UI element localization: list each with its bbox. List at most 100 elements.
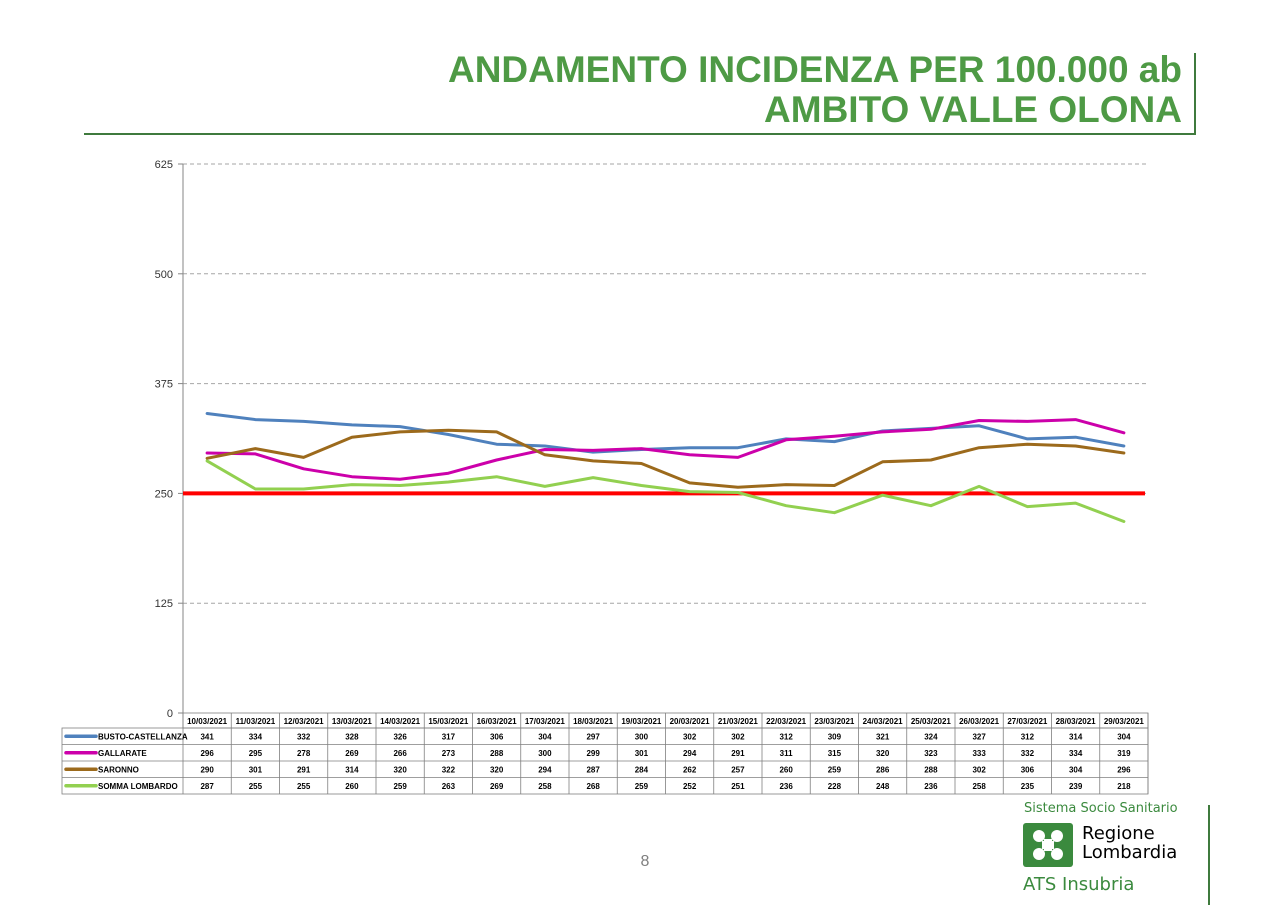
table-value-cell: 315 (828, 749, 842, 758)
table-date-label: 20/03/2021 (670, 717, 711, 726)
chart-gridlines (183, 163, 1148, 604)
series-line-gallarate (205, 418, 1126, 481)
table-value-cell: 236 (924, 782, 938, 791)
y-tick-label: 0 (167, 708, 173, 720)
chart-series (205, 412, 1126, 523)
table-value-cell: 296 (200, 749, 214, 758)
table-value-cell: 319 (1117, 749, 1131, 758)
logo-mark-clover (1033, 830, 1063, 860)
table-value-cell: 328 (345, 732, 359, 741)
table-value-cell: 332 (1021, 749, 1035, 758)
table-date-label: 28/03/2021 (1056, 717, 1097, 726)
table-value-cell: 288 (924, 765, 938, 774)
table-date-label: 26/03/2021 (959, 717, 1000, 726)
table-value-cell: 251 (731, 782, 745, 791)
table-value-cell: 314 (1069, 732, 1083, 741)
table-value-cell: 304 (1069, 765, 1083, 774)
table-value-cell: 296 (1117, 765, 1131, 774)
table-value-cell: 255 (249, 782, 263, 791)
table-value-cell: 309 (828, 732, 842, 741)
table-value-cell: 287 (200, 782, 214, 791)
chart-y-tick-labels: 0 125 250 375 500 625 (155, 159, 173, 720)
slide-title: ANDAMENTO INCIDENZA PER 100.000 ab AMBIT… (448, 50, 1182, 130)
logo-system-text: Sistema Socio Sanitario (1024, 801, 1178, 816)
series-line-busto-castellanza (205, 412, 1126, 454)
table-value-cell: 255 (297, 782, 311, 791)
legend-label: BUSTO-CASTELLANZA (98, 732, 188, 741)
table-value-cell: 324 (924, 732, 938, 741)
series-line-saronno (205, 428, 1126, 489)
table-value-cell: 218 (1117, 782, 1131, 791)
y-tick-label: 375 (155, 379, 173, 391)
table-value-cell: 268 (586, 782, 600, 791)
table-value-cell: 304 (538, 732, 552, 741)
table-value-cell: 294 (683, 749, 697, 758)
table-value-cell: 259 (635, 782, 649, 791)
table-value-cell: 286 (876, 765, 890, 774)
table-value-cell: 306 (1021, 765, 1035, 774)
page-number: 8 (640, 853, 650, 870)
table-value-cell: 291 (297, 765, 311, 774)
table-date-label: 17/03/2021 (525, 717, 566, 726)
table-value-cell: 311 (780, 749, 793, 758)
table-value-cell: 287 (586, 765, 600, 774)
rosa-camuna-icon (1023, 823, 1073, 867)
table-value-cell: 322 (442, 765, 456, 774)
regione-lombardia-logo: Sistema Socio Sanitario Regione Lombardi… (1016, 798, 1206, 898)
table-value-cell: 304 (1117, 732, 1131, 741)
table-value-cell: 288 (490, 749, 504, 758)
table-value-cell: 269 (490, 782, 504, 791)
table-value-cell: 290 (200, 765, 214, 774)
table-value-cell: 295 (249, 749, 263, 758)
table-date-label: 24/03/2021 (863, 717, 904, 726)
table-value-cell: 333 (972, 749, 986, 758)
table-value-cell: 252 (683, 782, 697, 791)
legend-label: GALLARATE (98, 749, 147, 758)
logo-vertical-rule (1208, 805, 1210, 905)
table-value-cell: 323 (924, 749, 938, 758)
title-horizontal-rule (84, 133, 1196, 135)
table-date-label: 11/03/2021 (236, 717, 276, 726)
table-value-cell: 260 (345, 782, 359, 791)
table-value-cell: 259 (393, 782, 407, 791)
y-tick-label: 250 (155, 488, 173, 500)
y-tick-label: 625 (155, 159, 173, 171)
table-value-cell: 334 (249, 732, 263, 741)
table-value-cell: 327 (972, 732, 986, 741)
table-value-cell: 321 (876, 732, 890, 741)
logo-region-line-2: Lombardia (1082, 842, 1178, 863)
table-value-cell: 302 (972, 765, 986, 774)
table-date-label: 15/03/2021 (428, 717, 469, 726)
slide-title-line-2: AMBITO VALLE OLONA (764, 89, 1182, 130)
table-value-cell: 306 (490, 732, 504, 741)
table-value-cell: 320 (876, 749, 890, 758)
table-value-cell: 263 (442, 782, 456, 791)
legend-label: SOMMA LOMBARDO (98, 782, 178, 791)
table-value-cell: 312 (779, 732, 793, 741)
table-value-cell: 258 (538, 782, 552, 791)
table-value-cell: 312 (1021, 732, 1035, 741)
y-tick-label: 500 (155, 269, 173, 281)
table-date-label: 23/03/2021 (814, 717, 855, 726)
table-value-cell: 239 (1069, 782, 1083, 791)
table-value-cell: 260 (779, 765, 793, 774)
table-date-label: 18/03/2021 (573, 717, 614, 726)
series-line-somma-lombardo (205, 459, 1126, 523)
table-value-cell: 320 (393, 765, 407, 774)
table-value-cell: 228 (828, 782, 842, 791)
table-date-label: 14/03/2021 (380, 717, 421, 726)
table-value-cell: 300 (538, 749, 552, 758)
slide-title-line-1: ANDAMENTO INCIDENZA PER 100.000 ab (447, 49, 1182, 90)
table-value-cell: 259 (828, 765, 842, 774)
y-tick-label: 125 (155, 598, 173, 610)
table-value-cell: 302 (731, 732, 745, 741)
table-value-cell: 278 (297, 749, 311, 758)
table-value-cell: 269 (345, 749, 359, 758)
table-value-cell: 302 (683, 732, 697, 741)
table-value-cell: 273 (442, 749, 456, 758)
table-value-cell: 301 (635, 749, 649, 758)
table-value-cell: 236 (779, 782, 793, 791)
table-date-label: 27/03/2021 (1007, 717, 1048, 726)
table-value-cell: 299 (586, 749, 600, 758)
table-value-cell: 235 (1021, 782, 1035, 791)
